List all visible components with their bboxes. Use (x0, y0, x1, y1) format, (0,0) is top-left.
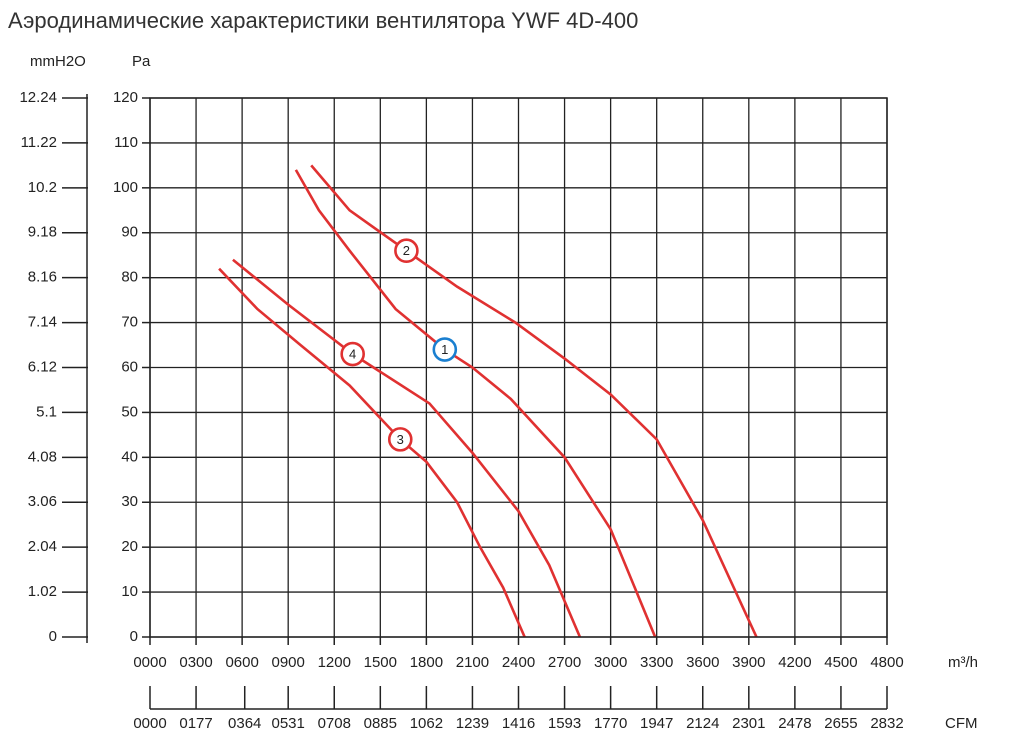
y2-tick-label: 6.12 (28, 358, 57, 375)
x-axis-label: m³/h (948, 654, 978, 671)
x-tick-label: 0000 (133, 654, 166, 671)
y2-tick-label: 11.22 (21, 134, 57, 151)
curve-marker (387, 427, 413, 452)
curve (310, 164, 758, 638)
y2-tick-label: 3.06 (28, 493, 57, 510)
x2-tick-label: 0531 (272, 715, 305, 732)
x-tick-label: 0300 (179, 654, 212, 671)
y2-tick-label: 0 (49, 628, 57, 645)
x-tick-label: 1500 (364, 654, 397, 671)
x2-axis-label: CFM (945, 715, 978, 732)
y-tick-label: 20 (121, 538, 138, 555)
curve (218, 267, 526, 638)
x2-tick-label: 1239 (456, 715, 489, 732)
y2-tick-label: 8.16 (28, 269, 57, 286)
y-tick-label: 70 (121, 314, 138, 331)
x2-tick-label: 2478 (778, 715, 811, 732)
y-tick-label: 0 (130, 628, 138, 645)
x2-tick-label: 2655 (824, 715, 857, 732)
y2-tick-label: 10.2 (28, 179, 57, 196)
y-tick-label: 90 (121, 224, 138, 241)
x-tick-label: 4500 (824, 654, 857, 671)
y-tick-label: 40 (121, 448, 138, 465)
x-tick-label: 3300 (640, 654, 673, 671)
x-tick-label: 3600 (686, 654, 719, 671)
x2-tick-label: 0364 (228, 715, 261, 732)
y-tick-label: 30 (121, 493, 138, 510)
x-tick-label: 2700 (548, 654, 581, 671)
x2-tick-label: 0708 (318, 715, 351, 732)
curve-marker (432, 337, 458, 362)
x2-tick-label: 1593 (548, 715, 581, 732)
y2-tick-label: 2.04 (28, 538, 57, 555)
curve-marker (340, 341, 365, 367)
x2-tick-label: 1947 (640, 715, 673, 732)
x2-tick-label: 2301 (732, 715, 765, 732)
y-tick-label: 100 (113, 179, 138, 196)
y-tick-label: 80 (121, 269, 138, 286)
plot-frame (149, 97, 888, 638)
y-tick-label: 60 (121, 358, 138, 375)
y-axis-label: Pa (132, 53, 151, 70)
curve-label: 3 (397, 432, 404, 447)
y2-tick-label: 4.08 (28, 448, 57, 465)
y-tick-label: 10 (121, 583, 138, 600)
x-tick-label: 4200 (778, 654, 811, 671)
y2-tick-label: 5.1 (36, 403, 57, 420)
x-tick-label: 0900 (272, 654, 305, 671)
curve-label: 4 (349, 346, 356, 361)
x-tick-label: 1800 (410, 654, 443, 671)
y2-axis-label: mmH2O (30, 53, 86, 70)
curve (232, 258, 582, 638)
x2-tick-label: 0177 (179, 715, 212, 732)
y-tick-label: 110 (114, 134, 138, 151)
x-tick-label: 3000 (594, 654, 627, 671)
y2-tick-label: 9.18 (28, 224, 57, 241)
x2-tick-label: 0885 (364, 715, 397, 732)
x-tick-label: 2100 (456, 654, 489, 671)
chart-title: Аэродинамические характеристики вентилят… (8, 8, 638, 33)
x2-tick-label: 2832 (870, 715, 903, 732)
x-tick-label: 1200 (318, 654, 351, 671)
curve-marker (394, 238, 419, 264)
x2-tick-label: 1416 (502, 715, 535, 732)
y-tick-label: 120 (113, 89, 138, 106)
curve-label: 2 (403, 243, 410, 258)
y2-tick-label: 1.02 (28, 583, 57, 600)
x-tick-label: 2400 (502, 654, 535, 671)
x-tick-label: 4800 (870, 654, 903, 671)
y2-tick-label: 7.14 (28, 314, 57, 331)
x2-tick-label: 1770 (594, 715, 627, 732)
x2-tick-label: 1062 (410, 715, 443, 732)
x2-tick-label: 2124 (686, 715, 719, 732)
x2-tick-label: 0000 (133, 715, 166, 732)
curve (294, 169, 657, 638)
x-tick-label: 0600 (225, 654, 258, 671)
y-tick-label: 50 (121, 403, 138, 420)
y2-tick-label: 12.24 (19, 89, 57, 106)
x-tick-label: 3900 (732, 654, 765, 671)
curve-label: 1 (441, 342, 448, 357)
